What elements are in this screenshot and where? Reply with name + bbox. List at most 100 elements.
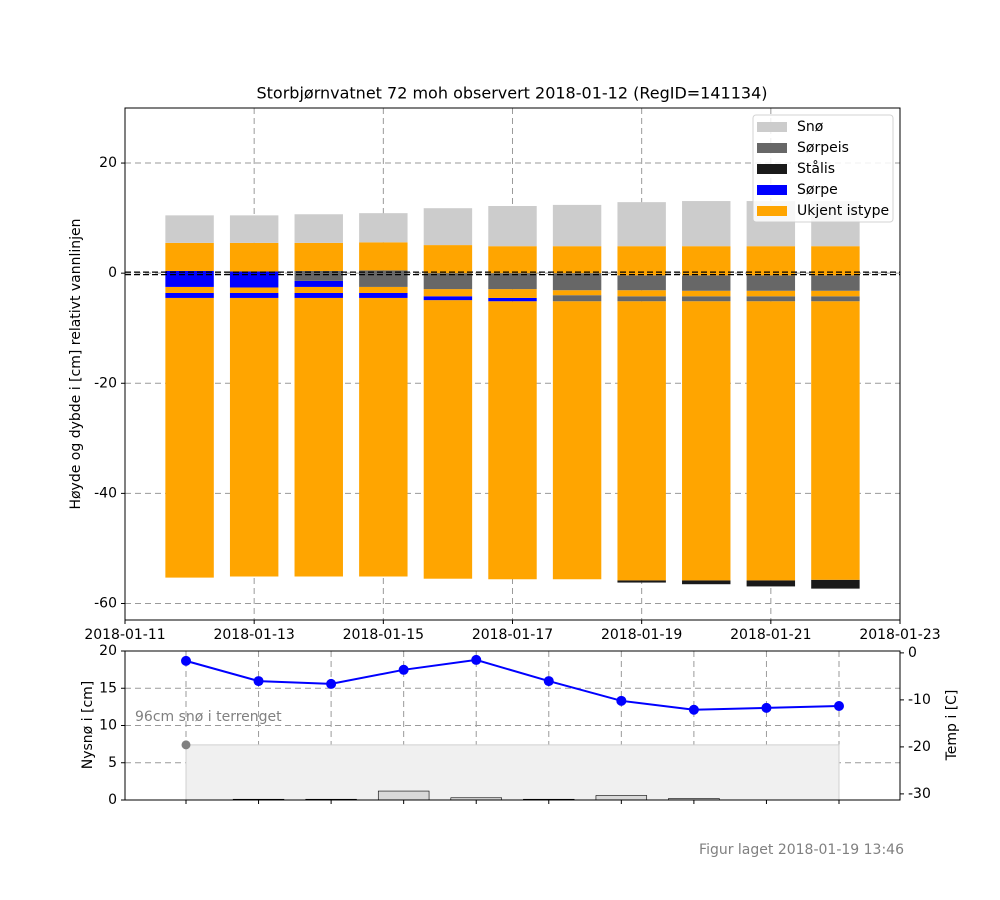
legend-swatch <box>757 122 787 132</box>
ice-layer <box>746 275 796 291</box>
ice-layer <box>682 246 731 276</box>
ice-layer <box>617 290 666 297</box>
ice-layer <box>359 286 408 293</box>
x-tick-label: 2018-01-17 <box>472 627 553 643</box>
ice-layer <box>165 286 214 293</box>
ice-layer <box>552 301 602 580</box>
ice-layer <box>617 296 666 302</box>
y-tick-label: 15 <box>99 680 117 696</box>
chart-title: Storbjørnvatnet 72 moh observert 2018-01… <box>257 84 768 103</box>
ice-layer <box>552 290 602 296</box>
y2-tick-label: -20 <box>908 739 931 755</box>
ice-layer <box>746 580 796 587</box>
y-tick-label: -20 <box>94 375 117 391</box>
y-axis-label: Høyde og dybde i [cm] relativt vannlinje… <box>68 218 84 509</box>
ice-layer <box>682 201 731 247</box>
temperature-point <box>616 695 627 706</box>
temperature-point <box>471 654 482 665</box>
ice-layer <box>359 297 408 577</box>
y2-axis-label: Temp i [C] <box>944 690 960 762</box>
ice-layer <box>617 580 666 583</box>
x-tick-label: 2018-01-15 <box>343 627 424 643</box>
y2-tick-label: -30 <box>908 786 931 802</box>
ice-layer <box>294 270 343 281</box>
legend-box <box>752 114 894 223</box>
temperature-point <box>181 655 191 666</box>
legend-label: Sørpeis <box>797 140 849 156</box>
ice-layer <box>746 296 796 302</box>
ice-layer <box>617 246 666 276</box>
ice-layer <box>552 295 602 302</box>
temperature-point <box>761 702 772 713</box>
ice-layer <box>359 213 408 243</box>
ice-layer <box>488 301 537 580</box>
ice-layer <box>811 301 860 580</box>
temperature-point <box>326 678 337 689</box>
ice-layer <box>165 292 214 298</box>
ice-layer <box>294 242 343 271</box>
temperature-point <box>543 676 554 687</box>
ice-layer <box>617 202 666 247</box>
ice-layer <box>229 215 279 243</box>
ice-layer <box>811 296 860 302</box>
ice-layer <box>229 271 279 288</box>
legend-label: Ukjent istype <box>797 203 889 219</box>
legend-swatch <box>757 164 787 174</box>
ice-layer <box>359 270 408 287</box>
legend-label: Sørpe <box>797 182 838 198</box>
ice-layer <box>811 246 860 276</box>
x-tick-label: 2018-01-19 <box>601 627 682 643</box>
plot-frame <box>124 650 901 801</box>
temperature-point <box>834 700 844 711</box>
ice-layer <box>682 275 731 291</box>
terrain-snow-label: 96cm snø i terrenget <box>135 709 282 725</box>
y-tick-label: -60 <box>94 595 117 611</box>
plot-frame <box>124 107 901 621</box>
ice-layer <box>294 292 343 298</box>
y-tick-label: 20 <box>99 643 117 659</box>
ice-layer <box>488 205 537 247</box>
legend: Snø Sørpeis Stålis Sørpe Ukjent istype <box>752 114 894 223</box>
ice-layer <box>423 300 473 579</box>
ice-layer <box>423 208 473 246</box>
ice-layer <box>811 275 860 291</box>
ice-layer <box>423 245 473 274</box>
ice-layer <box>811 290 860 297</box>
ice-layer <box>746 290 796 297</box>
legend-label: Stålis <box>797 160 835 177</box>
terrain-snow <box>185 744 840 801</box>
ice-layer <box>682 296 731 302</box>
ice-layer <box>294 297 343 577</box>
legend-swatch <box>757 206 787 216</box>
temperature-point <box>688 704 699 715</box>
legend-swatch <box>757 143 787 153</box>
ice-layer <box>229 287 279 293</box>
new-snow-bar <box>595 795 648 801</box>
temperature-point <box>253 676 264 687</box>
x-tick-label: 2018-01-13 <box>213 627 294 643</box>
ice-layer <box>488 297 537 302</box>
y2-tick-label: 0 <box>908 645 917 661</box>
ice-layer <box>294 280 343 287</box>
x-tick-label: 2018-01-21 <box>730 627 811 643</box>
terrain-snow-marker <box>181 740 191 750</box>
legend-label: Snø <box>797 119 824 135</box>
ice-layer <box>552 273 602 291</box>
ice-layer <box>165 297 214 578</box>
ice-layer <box>294 286 343 293</box>
temperature-line <box>185 658 840 711</box>
ice-layer <box>423 289 473 297</box>
ice-layer <box>165 242 214 271</box>
ice-layer <box>552 246 602 274</box>
ice-layer <box>682 580 731 585</box>
ice-layer <box>165 270 214 287</box>
y-tick-label: -40 <box>94 485 117 501</box>
ice-layer <box>423 296 473 301</box>
ice-layer <box>229 292 279 298</box>
ice-layer <box>294 214 343 243</box>
x-tick-label: 2018-01-11 <box>84 627 165 643</box>
y-tick-label: 20 <box>99 155 117 171</box>
y-tick-label: 10 <box>99 718 117 734</box>
y2-tick-label: -10 <box>908 692 931 708</box>
